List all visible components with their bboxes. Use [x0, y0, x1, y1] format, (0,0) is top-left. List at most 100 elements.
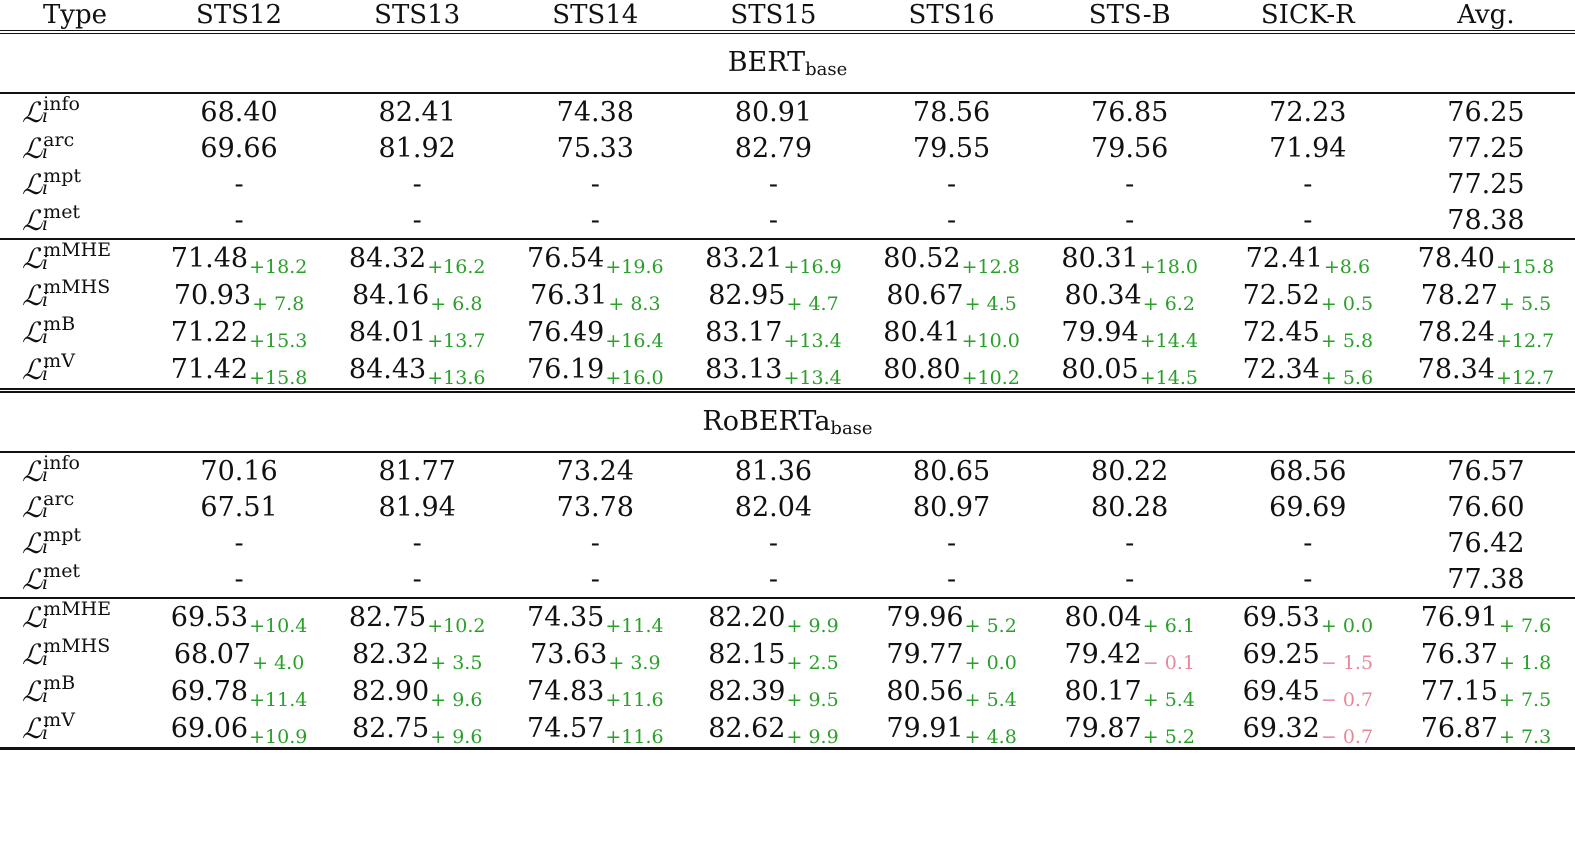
cell-delta: + 2.5 [786, 652, 839, 674]
table-cell: 74.57+11.6 [506, 710, 685, 750]
table-row: ℒmpt i - - - - - - - 76.42 [0, 523, 1575, 561]
cell-delta: +15.8 [1495, 256, 1555, 278]
table-cell: 68.56 [1218, 451, 1397, 489]
table-cell: 72.52+ 0.5 [1219, 277, 1397, 315]
table-cell: - [234, 168, 244, 200]
table-cell: 76.19+16.0 [506, 351, 685, 393]
cell-delta: − 0.1 [1142, 652, 1195, 674]
table-cell: - [1303, 527, 1313, 559]
table-row: ℒmMHS i 68.07+ 4.0 82.32+ 3.5 73.63+ 3.9 82.1… [0, 635, 1575, 674]
cell-delta: + 6.1 [1142, 615, 1195, 637]
table-cell: 69.53+ 0.0 [1219, 598, 1397, 637]
cell-value: 79.94 [1061, 317, 1139, 348]
table-cell: 71.94 [1269, 132, 1347, 164]
loss-symbol: ℒ [22, 242, 43, 275]
cell-delta: +11.6 [605, 726, 664, 748]
cell-delta: − 0.7 [1320, 726, 1374, 748]
table-cell: 69.25− 1.5 [1219, 636, 1397, 674]
loss-symbol: ℒ [22, 316, 43, 349]
table-cell: 69.45− 0.7 [1219, 673, 1397, 711]
table-cell: 80.34+ 6.2 [1041, 277, 1219, 315]
loss-subscript: i [42, 611, 49, 633]
cell-value: 84.43 [348, 354, 427, 385]
cell-delta: +10.0 [961, 330, 1020, 352]
cell-delta: + 4.8 [964, 726, 1017, 748]
cell-delta: +13.4 [783, 367, 842, 389]
table-cell: 80.22 [1040, 451, 1219, 489]
cell-delta: +16.9 [783, 256, 842, 278]
loss-subscript: i [42, 722, 49, 744]
loss-label: ℒmpt i [0, 165, 150, 202]
table-cell: 82.20+ 9.9 [684, 598, 862, 637]
table-cell: 82.75+10.2 [328, 598, 506, 637]
loss-label: ℒmMHS i [0, 276, 150, 314]
table-cell: 80.41+10.0 [863, 314, 1041, 352]
cell-value: 80.34 [1064, 280, 1142, 311]
table-cell: 82.62+ 9.9 [684, 710, 863, 750]
table-cell: - [1040, 561, 1219, 599]
table-cell: 82.79 [734, 132, 813, 164]
cell-delta: + 4.0 [252, 652, 305, 674]
table-cell: 76.87+ 7.3 [1396, 710, 1575, 750]
table-cell: 72.45+ 5.8 [1219, 314, 1397, 352]
table-cell: 72.34+ 5.6 [1218, 351, 1397, 393]
loss-subscript: i [42, 252, 49, 274]
table-cell: 76.37+ 1.8 [1397, 636, 1575, 674]
table-cell: 76.85 [1040, 92, 1219, 130]
header-sts13: STS13 [374, 0, 461, 30]
table-cell: 73.78 [556, 491, 634, 523]
table-cell: 69.53+10.4 [150, 598, 328, 637]
cell-value: 80.05 [1061, 354, 1139, 385]
cell-delta: +10.4 [249, 615, 308, 637]
table-cell: 71.22+15.3 [150, 314, 328, 352]
cell-delta: +10.9 [249, 726, 308, 748]
cell-delta: + 7.8 [252, 293, 305, 315]
loss-symbol: ℒ [22, 353, 43, 386]
cell-delta: +15.3 [249, 330, 308, 352]
cell-delta: +13.6 [427, 367, 486, 389]
cell-value: 82.32 [351, 639, 430, 670]
table-cell: 68.07+ 4.0 [150, 636, 328, 674]
loss-label: ℒinfo i [0, 451, 150, 489]
table-cell: 71.42+15.8 [150, 351, 329, 393]
table-row: ℒmpt i - - - - - - - 77.25 [0, 165, 1575, 202]
loss-superscript: met [43, 200, 81, 223]
table-row: ℒmB i 69.78+11.4 82.90+ 9.6 74.83+11.6 82.39+… [0, 672, 1575, 711]
table-cell: 80.05+14.5 [1040, 351, 1219, 393]
cell-value: 82.39 [708, 676, 786, 707]
table-cell: 77.25 [1447, 168, 1525, 200]
table-cell: 78.38 [1396, 202, 1575, 240]
loss-symbol: ℒ [22, 675, 43, 708]
header-sts16: STS16 [908, 0, 995, 30]
table-cell: 76.31+ 8.3 [506, 277, 684, 315]
cell-delta: + 4.5 [964, 293, 1017, 315]
cell-value: 72.41 [1245, 243, 1323, 274]
loss-subscript: i [42, 213, 49, 235]
cell-value: 76.49 [527, 317, 605, 348]
loss-symbol: ℒ [22, 526, 43, 560]
table-cell: - [947, 168, 957, 200]
cell-delta: +14.5 [1139, 367, 1198, 389]
table-cell: 82.32+ 3.5 [328, 636, 506, 674]
cell-value: 80.04 [1064, 602, 1142, 633]
group-title: RoBERTabase [0, 391, 1575, 453]
loss-superscript: mpt [43, 523, 81, 546]
loss-symbol: ℒ [22, 638, 43, 671]
loss-superscript: mV [43, 709, 75, 731]
cell-value: 76.37 [1420, 639, 1498, 670]
cell-delta: +15.8 [249, 367, 308, 389]
cell-delta: +18.2 [249, 256, 308, 278]
table-cell: - [234, 527, 244, 559]
cell-value: 76.91 [1420, 602, 1498, 633]
cell-value: 78.27 [1420, 280, 1498, 311]
cell-delta: + 4.7 [786, 293, 839, 315]
table-cell: 79.42− 0.1 [1041, 636, 1219, 674]
model-name: RoBERTa [702, 405, 831, 437]
cell-value: 79.77 [886, 639, 964, 670]
cell-delta: + 5.6 [1320, 367, 1374, 389]
cell-delta: +12.7 [1495, 367, 1555, 389]
table-cell: 79.91+ 4.8 [862, 710, 1041, 750]
cell-delta: + 3.9 [608, 652, 661, 674]
cell-delta: + 3.5 [430, 652, 483, 674]
cell-value: 83.21 [705, 243, 783, 274]
